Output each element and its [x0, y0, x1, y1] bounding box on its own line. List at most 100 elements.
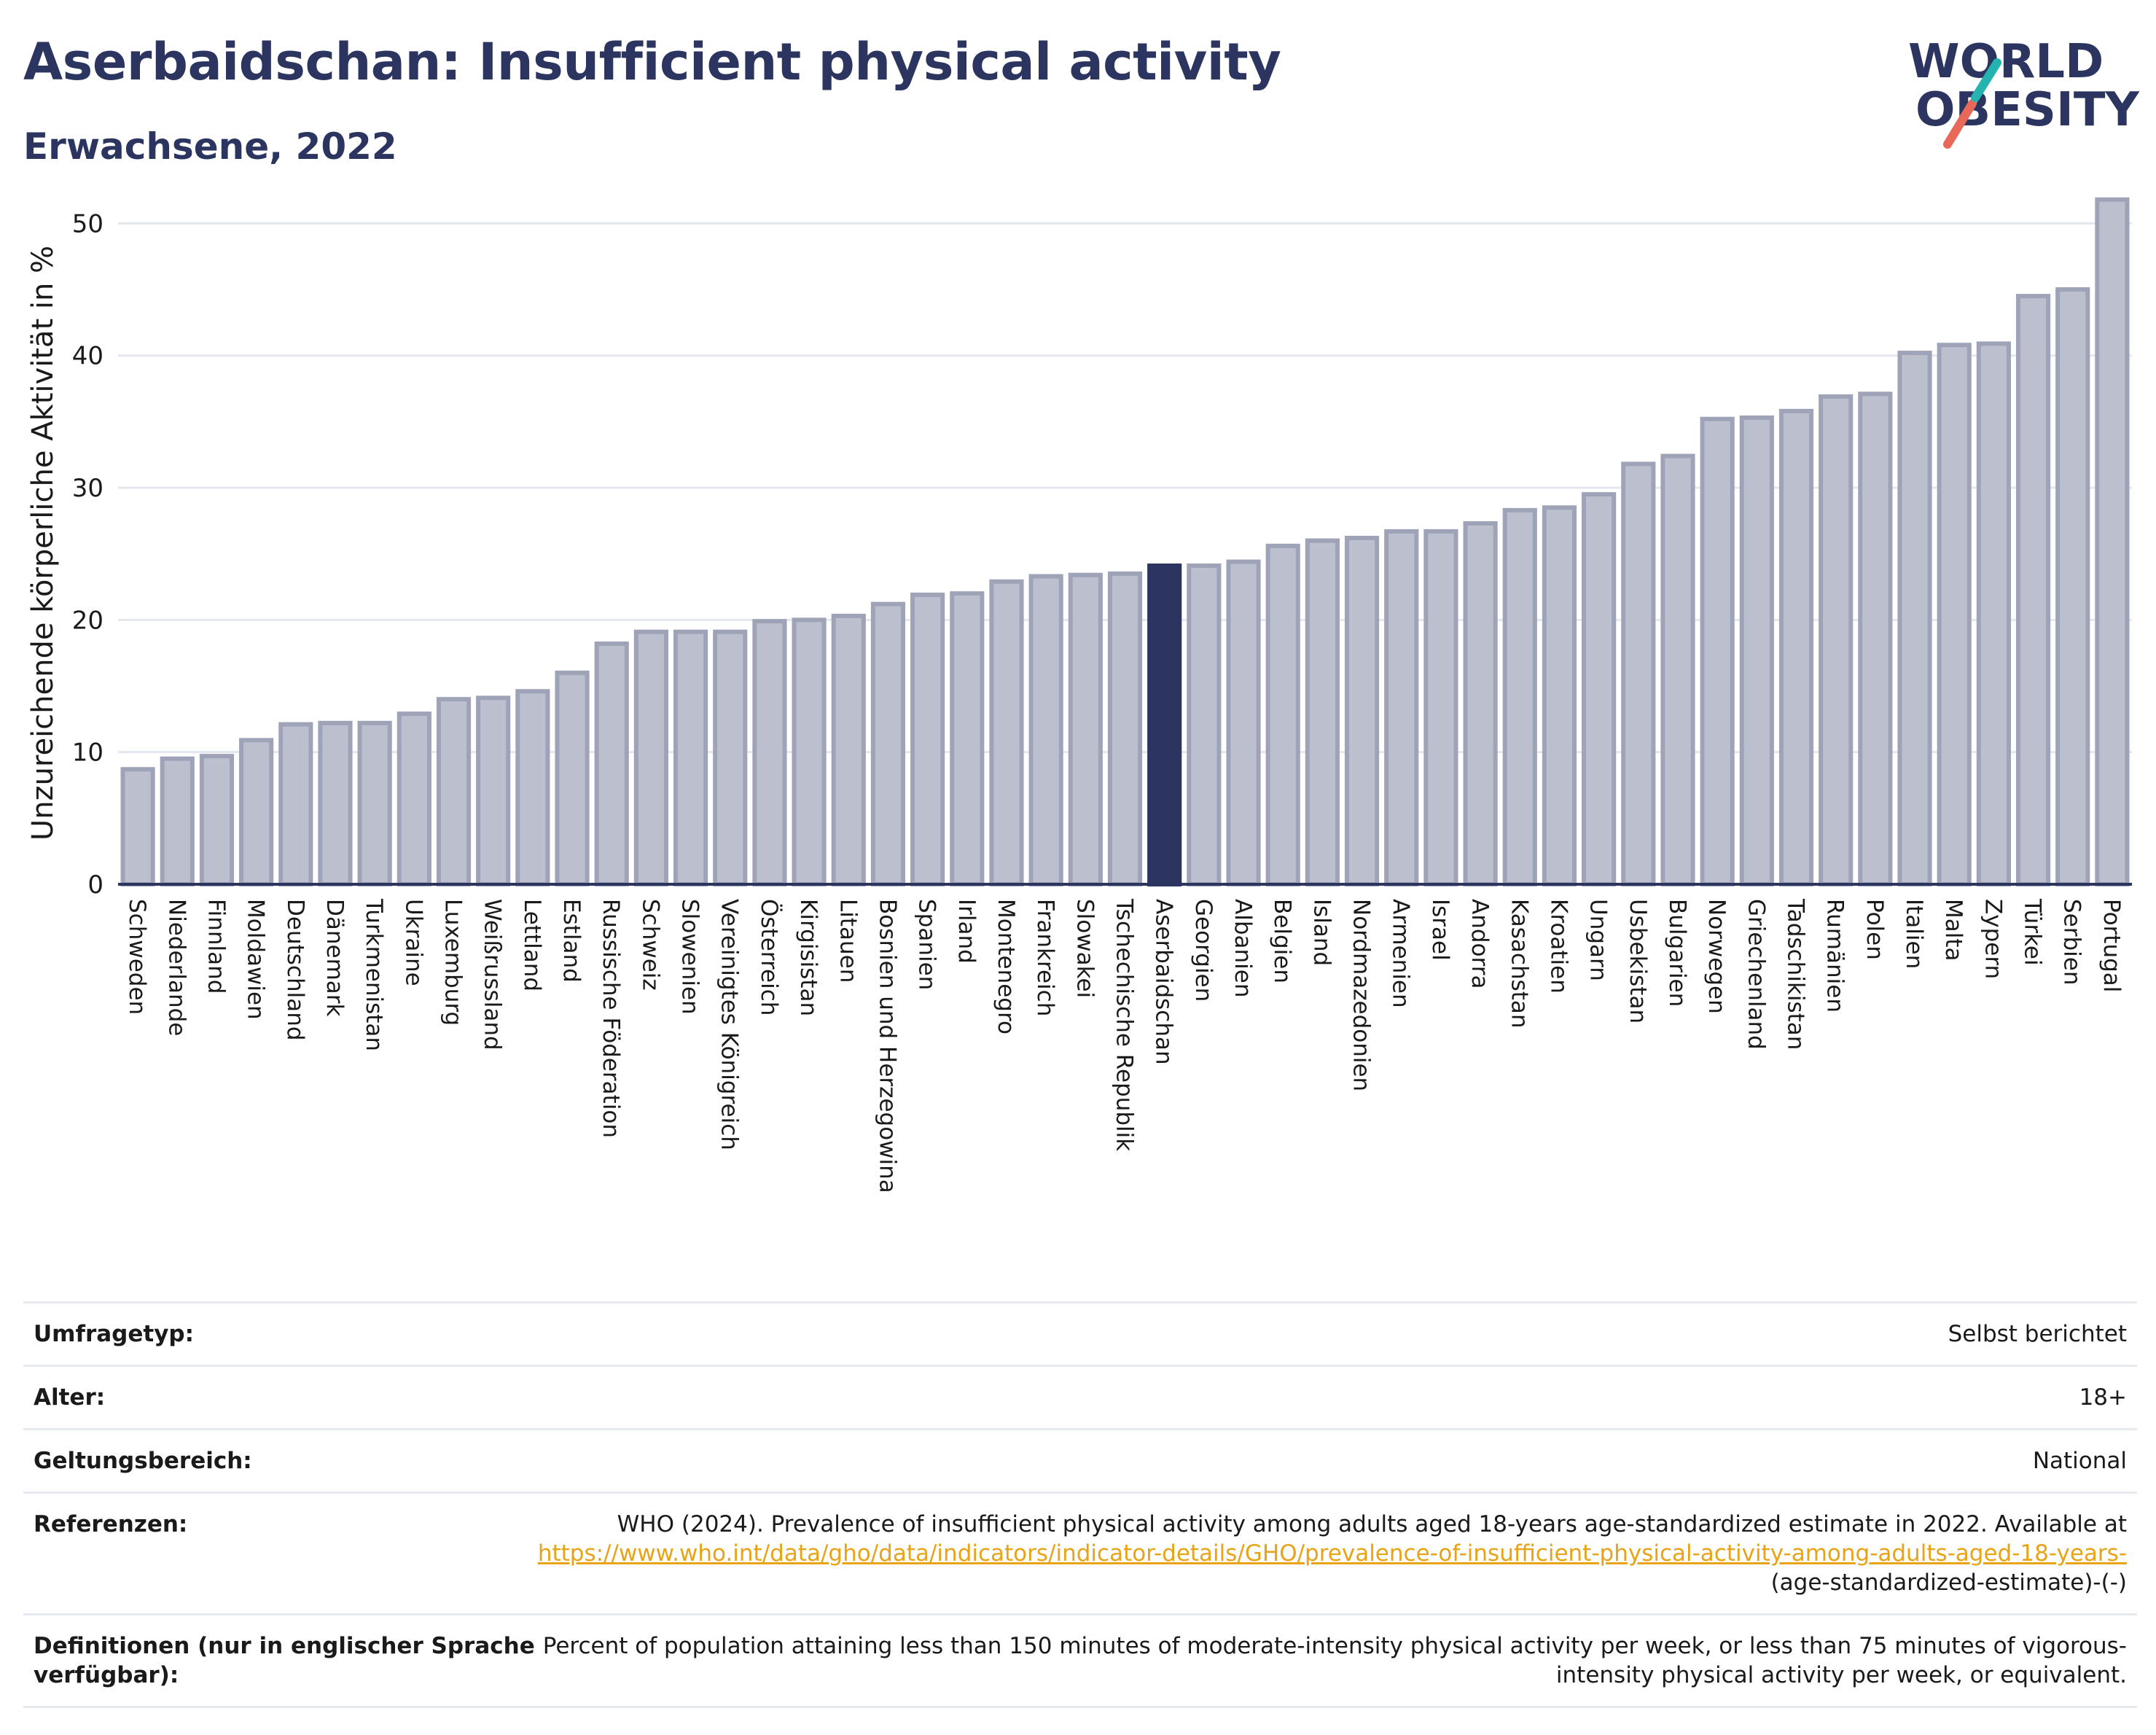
- page-title: Aserbaidschan: Insufficient physical act…: [23, 32, 1281, 92]
- world-obesity-logo: WORLD OBESITY: [1908, 36, 2139, 149]
- x-tick-label: Irland: [953, 899, 980, 964]
- y-tick-label: 30: [72, 474, 103, 503]
- x-tick-label: Norwegen: [1703, 899, 1730, 1014]
- bar: [713, 629, 748, 886]
- bar: [1187, 564, 1222, 886]
- bar: [1582, 492, 1617, 886]
- x-tick-label: Finnland: [203, 899, 229, 994]
- bar: [594, 641, 629, 886]
- metadata-table: Umfragetyp: Selbst berichtet Alter: 18+ …: [23, 1301, 2137, 1708]
- bar: [1542, 505, 1577, 886]
- meta-value: WHO (2024). Prevalence of insufficient p…: [536, 1510, 2127, 1597]
- x-tick-label: Slowakei: [1071, 899, 1098, 998]
- x-tick-label: Rumänien: [1822, 899, 1848, 1013]
- bar: [870, 601, 906, 886]
- meta-value: 18+: [2079, 1384, 2127, 1411]
- bar: [1937, 343, 1972, 887]
- x-tick-label: Schweden: [124, 899, 150, 1015]
- x-tick-label: Polen: [1862, 899, 1888, 960]
- x-tick-label: Kasachstan: [1506, 899, 1532, 1029]
- x-tick-label: Bosnien und Herzegowina: [874, 899, 900, 1193]
- x-tick-label: Österreich: [756, 899, 783, 1015]
- x-tick-label: Frankreich: [1032, 899, 1058, 1016]
- bar: [1976, 341, 2011, 886]
- bar: [1384, 529, 1419, 886]
- bar: [989, 579, 1024, 886]
- bar: [1305, 538, 1340, 886]
- bar: [239, 738, 274, 886]
- x-tick-label: Turkmenistan: [361, 898, 387, 1051]
- reference-text: WHO (2024). Prevalence of insufficient p…: [617, 1511, 2127, 1537]
- bar: [555, 670, 590, 886]
- x-tick-label: Bulgarien: [1664, 899, 1690, 1007]
- meta-row-survey-type: Umfragetyp: Selbst berichtet: [23, 1301, 2137, 1365]
- bar-chart: 0 10 20 30 40 50 Schweden Niederlande Finnland M…: [26, 197, 2132, 1193]
- bar: [1028, 574, 1063, 886]
- bar: [1700, 416, 1735, 886]
- bar: [673, 629, 708, 886]
- bar: [910, 592, 945, 886]
- bar: [1107, 571, 1143, 886]
- x-tick-label: Nordmazedonien: [1348, 899, 1375, 1091]
- x-tick-label: Montenegro: [993, 899, 1019, 1034]
- bar: [1739, 415, 1774, 886]
- bar: [1068, 572, 1103, 886]
- x-tick-label: Slowenien: [677, 899, 703, 1015]
- x-tick-label: Spanien: [914, 899, 940, 990]
- x-tick-label: Türkei: [2020, 898, 2046, 966]
- x-tick-label: Ungarn: [1585, 899, 1612, 981]
- x-tick-label: Schweiz: [637, 899, 663, 991]
- bar: [120, 767, 155, 887]
- x-tick-label: Malta: [1940, 899, 1966, 962]
- x-tick-label: Ukraine: [400, 899, 426, 986]
- x-tick-label: Serbien: [2059, 899, 2085, 986]
- bar: [199, 754, 235, 887]
- x-tick-label: Vereinigtes Königreich: [716, 899, 743, 1150]
- x-tick-label: Litauen: [835, 899, 861, 983]
- meta-key: Referenzen:: [34, 1511, 188, 1537]
- y-tick-label: 40: [72, 342, 103, 371]
- y-tick-label: 10: [72, 738, 103, 768]
- x-tick-label: Italien: [1901, 899, 1927, 969]
- meta-value: National: [2032, 1448, 2127, 1474]
- bar: [1858, 391, 1893, 886]
- meta-key: Definitionen (nur in englischer Sprache …: [34, 1633, 535, 1688]
- meta-key: Geltungsbereich:: [34, 1448, 252, 1474]
- meta-row-references: Referenzen: WHO (2024). Prevalence of in…: [23, 1492, 2137, 1613]
- bar: [831, 613, 866, 887]
- bar: [436, 697, 472, 886]
- reference-suffix: (age-standardized-estimate)-(-): [1770, 1570, 2127, 1596]
- meta-value: Selbst berichtet: [1948, 1321, 2127, 1347]
- meta-key: Umfragetyp:: [34, 1321, 194, 1347]
- meta-row-definitions: Definitionen (nur in englischer Sprache …: [23, 1613, 2137, 1708]
- y-tick-label: 20: [72, 606, 103, 635]
- meta-value: Percent of population attaining less tha…: [542, 1633, 2127, 1688]
- bar: [278, 722, 313, 886]
- x-tick-label: Moldawien: [243, 899, 269, 1020]
- bar-highlight: [1147, 564, 1182, 886]
- bar: [1819, 394, 1854, 886]
- x-tick-label: Niederlande: [163, 899, 190, 1036]
- x-tick-label: Kirgisistan: [795, 899, 821, 1016]
- x-tick-label: Griechenland: [1743, 899, 1769, 1050]
- bar: [515, 689, 550, 887]
- bar: [1463, 520, 1498, 886]
- x-tick-label: Russische Föderation: [598, 899, 624, 1138]
- x-tick-label: Kroatien: [1545, 899, 1571, 994]
- x-tick-label: Belgien: [1269, 899, 1295, 983]
- page-subtitle: Erwachsene, 2022: [23, 125, 397, 168]
- logo-slash-red: [1943, 99, 1977, 149]
- meta-key: Alter:: [34, 1384, 106, 1411]
- bar: [752, 619, 787, 886]
- bar: [1502, 507, 1537, 886]
- x-tick-label: Island: [1308, 899, 1335, 966]
- x-tick-label: Israel: [1427, 899, 1453, 961]
- x-tick-label: Usbekistan: [1625, 899, 1651, 1024]
- x-tick-label: Tschechische Republik: [1112, 898, 1138, 1151]
- reference-link[interactable]: https://www.who.int/data/gho/data/indica…: [537, 1540, 2127, 1567]
- x-tick-label: Deutschland: [282, 899, 308, 1041]
- y-tick-label: 50: [72, 209, 103, 238]
- x-tick-label: Zypern: [1980, 899, 2006, 979]
- bar: [476, 695, 511, 886]
- bar: [792, 617, 827, 887]
